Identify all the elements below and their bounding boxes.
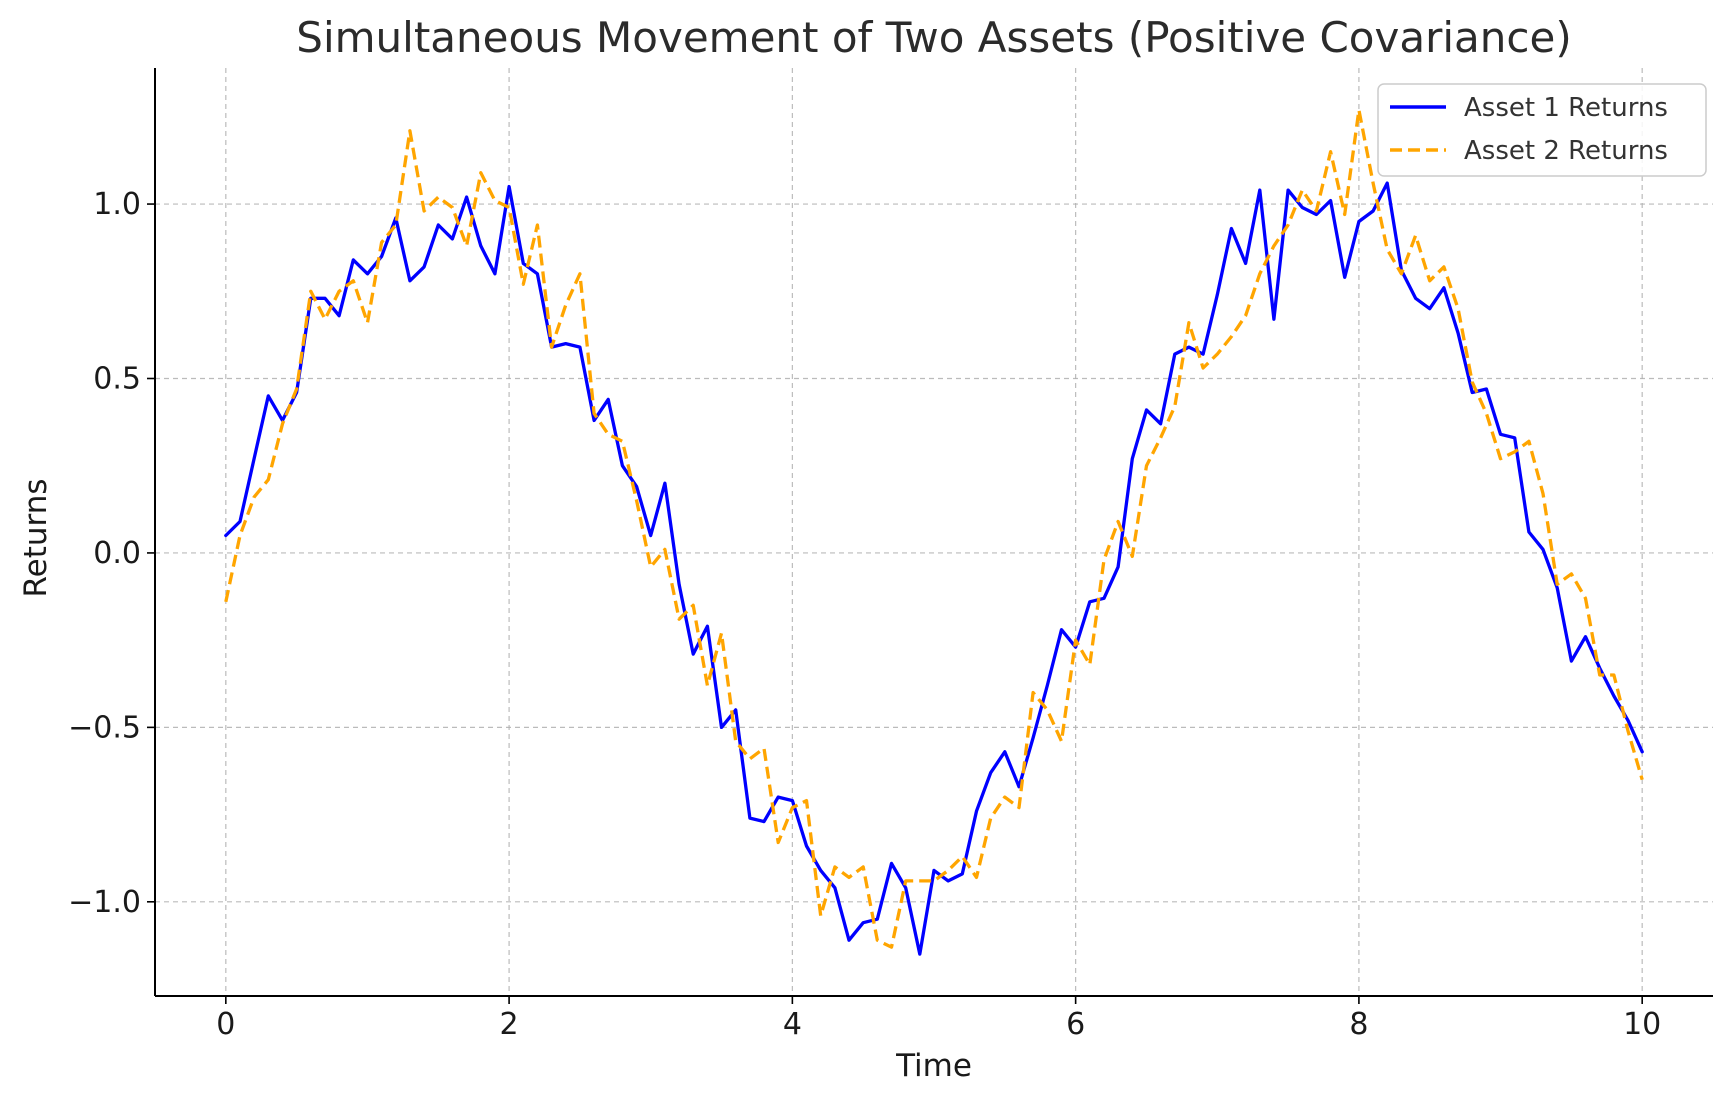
x-tick-label: 0 [216,1007,235,1042]
legend-label-asset-1: Asset 1 Returns [1464,93,1668,123]
legend: Asset 1 Returns Asset 2 Returns [1377,83,1707,177]
x-tick-label: 8 [1349,1007,1368,1042]
chart-title: Simultaneous Movement of Two Assets (Pos… [296,13,1571,62]
asset-1-returns-line [224,181,1644,956]
legend-box [1377,83,1707,177]
y-axis-label: Returns [18,478,54,597]
x-tick-label: 10 [1623,1007,1661,1042]
ticks: 0 2 4 6 8 10 −1.0 −0.5 0.0 0.5 1.0 [68,187,1661,1042]
y-tick-label: −1.0 [68,885,141,920]
legend-label-asset-2: Asset 2 Returns [1464,136,1668,166]
grid [155,68,1713,996]
y-tick-label: −0.5 [68,710,141,745]
x-tick-label: 6 [1066,1007,1085,1042]
y-tick-label: 0.0 [93,536,141,571]
x-tick-label: 4 [783,1007,802,1042]
x-tick-label: 2 [500,1007,519,1042]
axes [154,68,1713,997]
x-axis-label: Time [895,1048,972,1084]
series-lines [224,108,1644,956]
asset-2-returns-line [224,108,1644,949]
y-tick-label: 0.5 [93,361,141,396]
y-tick-label: 1.0 [93,187,141,222]
